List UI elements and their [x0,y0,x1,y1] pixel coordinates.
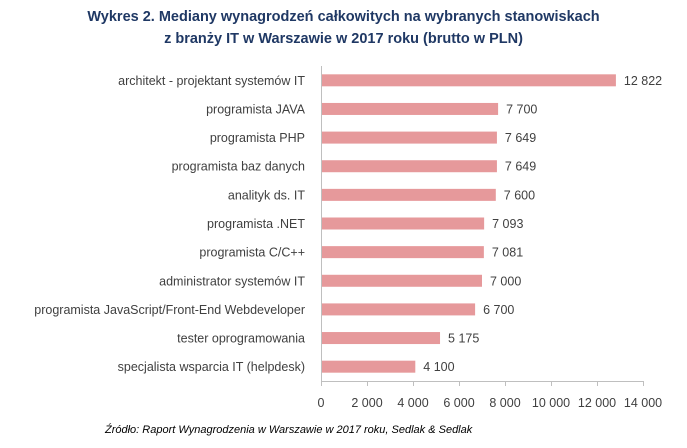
chart-title: Wykres 2. Mediany wynagrodzeń całkowityc… [0,6,687,50]
bar [321,102,499,115]
x-tick-label: 10 000 [532,396,570,410]
bar [321,188,496,201]
data-label: 7 081 [492,246,523,260]
data-label: 6 700 [483,303,514,317]
data-label: 7 700 [506,102,537,116]
bar [321,217,485,230]
data-label: 7 000 [490,274,521,288]
bar [321,131,497,144]
bar [321,303,476,316]
data-label: 5 175 [448,332,479,346]
category-label: programista baz danych [172,160,305,174]
source-note: Źródło: Raport Wynagrodzenia w Warszawie… [105,424,473,436]
category-label: programista PHP [210,131,305,145]
category-label: programista JAVA [206,102,306,116]
x-tick-label: 6 000 [443,396,474,410]
category-label: programista JavaScript/Front-End Webdeve… [34,303,305,317]
x-tick-label: 12 000 [578,396,616,410]
data-label: 7 093 [492,217,523,231]
x-tick-label: 2 000 [351,396,382,410]
bar [321,332,441,345]
chart-title-line-1: Wykres 2. Mediany wynagrodzeń całkowityc… [87,9,600,25]
chart-title-line-2: z branży IT w Warszawie w 2017 roku (bru… [164,31,523,47]
data-label: 7 649 [505,131,536,145]
category-label: tester oprogramowania [177,332,305,346]
bar [321,246,484,259]
data-label: 12 822 [624,74,662,88]
category-label: architekt - projektant systemów IT [118,74,305,88]
x-tick-label: 0 [318,396,325,410]
x-tick-label: 14 000 [624,396,662,410]
category-label: programista C/C++ [199,246,305,260]
category-label: programista .NET [207,217,305,231]
bar [321,74,616,87]
bar [321,274,482,287]
category-label: administrator systemów IT [159,274,305,288]
x-tick-label: 4 000 [397,396,428,410]
category-label: specjalista wsparcia IT (helpdesk) [118,360,305,374]
bar [321,160,497,173]
bar [321,360,416,373]
x-tick-label: 8 000 [489,396,520,410]
data-label: 4 100 [423,360,454,374]
category-label: analityk ds. IT [228,188,305,202]
data-label: 7 649 [505,160,536,174]
data-label: 7 600 [504,188,535,202]
